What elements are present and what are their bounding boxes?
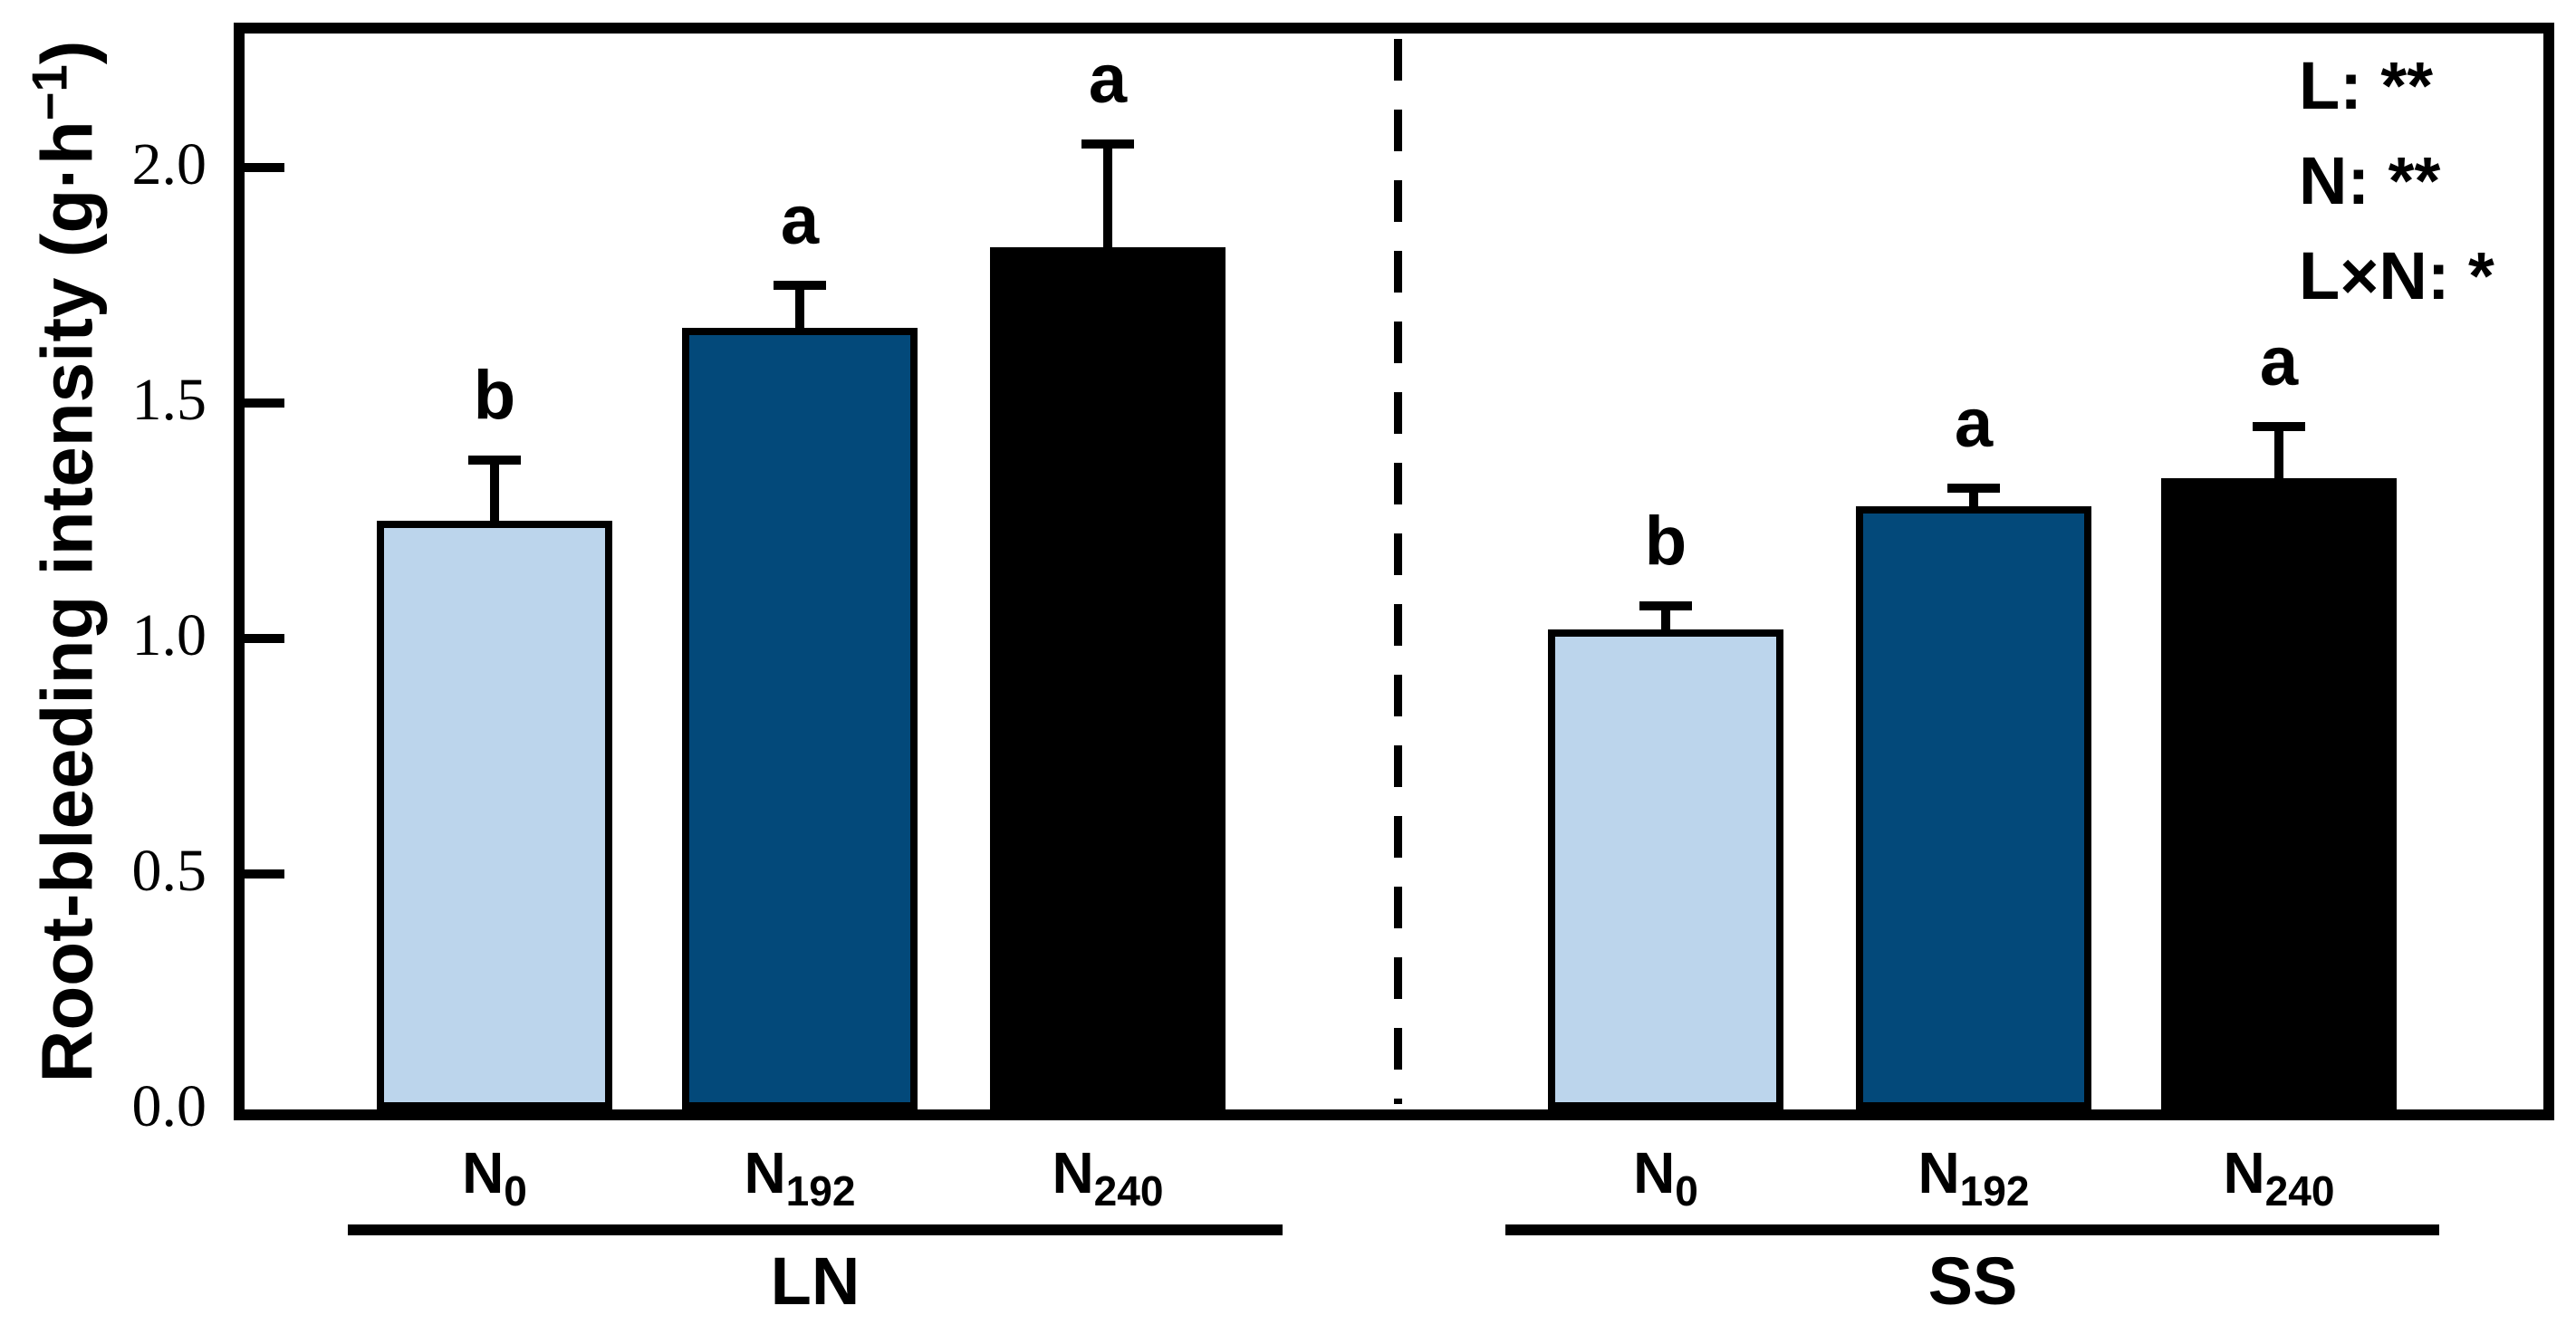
bar-ss-n240: a <box>2161 34 2397 1109</box>
error-bar-cap <box>1639 600 1692 610</box>
x-label-base: N <box>744 1140 786 1205</box>
anova-significance-legend: L: ** N: ** L×N: * <box>2299 38 2494 323</box>
x-label-base: N <box>2223 1140 2265 1205</box>
significance-letter: a <box>1954 384 1994 462</box>
x-label-subscript: 240 <box>2264 1167 2335 1215</box>
x-label-subscript: 192 <box>785 1167 856 1215</box>
significance-letter: a <box>1088 41 1128 119</box>
bar-ss-n0: b <box>1548 34 1783 1109</box>
x-label-ln-n240: N240 <box>990 1139 1226 1215</box>
bar-rect <box>377 521 612 1109</box>
legend-line-light: L: ** <box>2299 48 2433 123</box>
x-label-subscript: 192 <box>1959 1167 2030 1215</box>
error-bar-stem <box>1661 610 1670 633</box>
x-label-subscript: 0 <box>1675 1167 1698 1215</box>
x-label-ss-n0: N0 <box>1548 1139 1783 1215</box>
ytick-label-1.5: 1.5 <box>131 366 207 433</box>
x-label-base: N <box>1633 1140 1676 1205</box>
significance-letter: b <box>1644 502 1687 580</box>
legend-line-nitrogen: N: ** <box>2299 143 2441 219</box>
y-axis-title-suffix: ) <box>26 40 108 65</box>
ytick-mark-0.5 <box>245 869 284 879</box>
error-bar-stem <box>795 290 804 331</box>
bar-rect <box>682 327 918 1109</box>
bar-ln-n240: a <box>990 34 1226 1109</box>
bar-ss-n192: a <box>1856 34 2091 1109</box>
bar-ln-n192: a <box>682 34 918 1109</box>
error-bar-stem <box>2274 431 2283 483</box>
error-bar-cap <box>468 455 521 465</box>
error-bar-cap <box>774 281 826 291</box>
significance-letter: a <box>2259 323 2299 401</box>
group-divider-dashed-line <box>1394 39 1402 1104</box>
ytick-label-2.0: 2.0 <box>131 130 207 197</box>
plot-area: b a a b a <box>234 23 2554 1120</box>
x-label-ss-n192: N192 <box>1856 1139 2091 1215</box>
error-bar-stem <box>490 464 499 524</box>
ss-group-label: SS <box>1927 1243 2018 1319</box>
x-label-ln-n192: N192 <box>682 1139 918 1215</box>
ln-group-underline <box>348 1224 1283 1235</box>
error-bar-cap <box>2253 422 2305 432</box>
ytick-mark-2.0 <box>245 163 284 172</box>
x-label-base: N <box>462 1140 505 1205</box>
ss-group-underline <box>1505 1224 2439 1235</box>
significance-letter: b <box>473 356 516 434</box>
ytick-mark-1.5 <box>245 398 284 408</box>
bar-rect <box>1856 506 2091 1109</box>
error-bar-cap <box>1081 139 1134 149</box>
x-label-ln-n0: N0 <box>377 1139 612 1215</box>
significance-letter: a <box>780 182 820 260</box>
bar-ln-n0: b <box>377 34 612 1109</box>
x-label-subscript: 240 <box>1093 1167 1164 1215</box>
error-bar-stem <box>1103 149 1112 252</box>
error-bar-cap <box>1947 483 2000 493</box>
ytick-mark-1.0 <box>245 634 284 643</box>
legend-line-interaction: L×N: * <box>2299 238 2494 314</box>
x-label-subscript: 0 <box>504 1167 527 1215</box>
x-label-base: N <box>1918 1140 1960 1205</box>
y-axis-title-superscript: −1 <box>22 64 78 121</box>
ln-group-label: LN <box>770 1243 860 1319</box>
error-bar-stem <box>1969 492 1978 511</box>
ytick-label-0.0: 0.0 <box>131 1072 207 1139</box>
bar-rect <box>990 247 1226 1109</box>
x-label-base: N <box>1052 1140 1094 1205</box>
ytick-label-0.5: 0.5 <box>131 837 207 904</box>
ytick-label-1.0: 1.0 <box>131 601 207 668</box>
x-label-ss-n240: N240 <box>2161 1139 2397 1215</box>
bar-rect <box>1548 629 1783 1109</box>
bar-rect <box>2161 478 2397 1109</box>
